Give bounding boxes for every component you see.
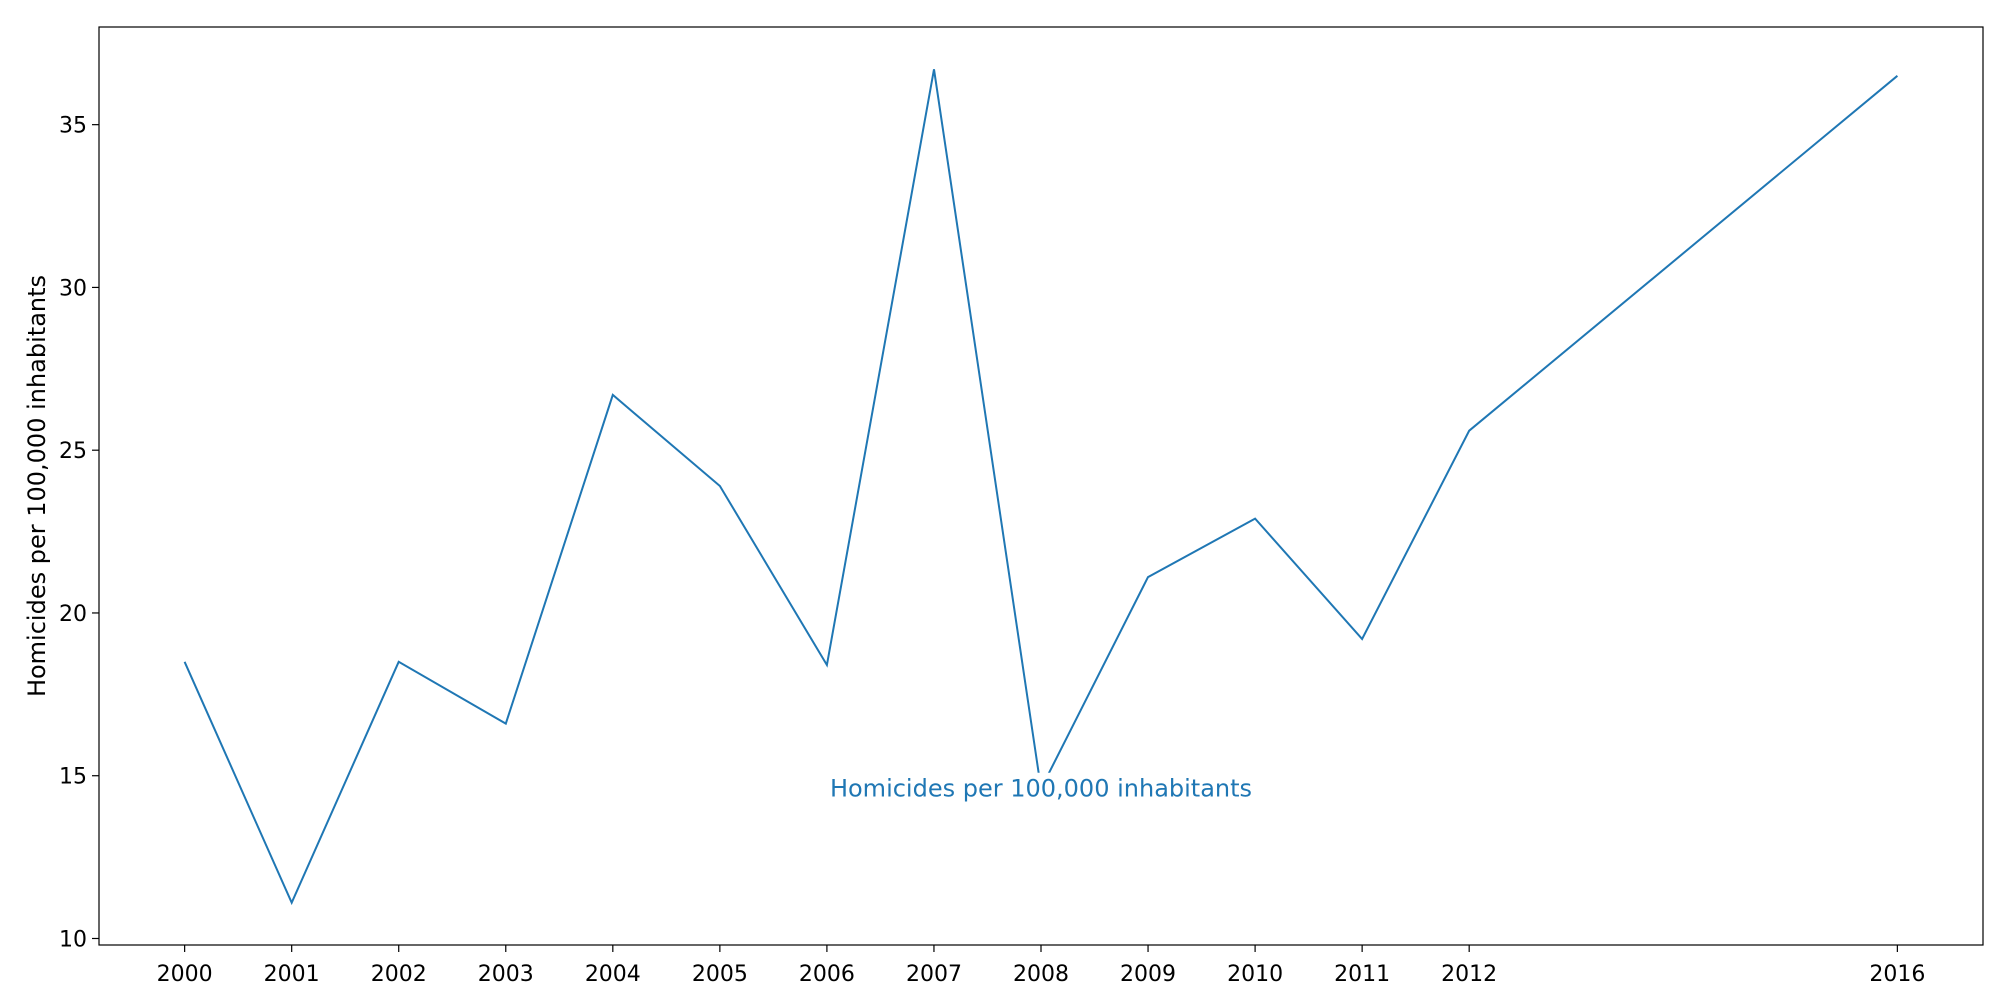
- annotation-label: Homicides per 100,000 inhabitants: [830, 775, 1252, 803]
- data-point: [824, 662, 830, 668]
- x-axis: 2000 2001 2002 2003 2004 2005 2006 2007 2008 2009…: [157, 945, 1925, 987]
- x-tick-label: 2008: [1013, 962, 1069, 987]
- data-point: [1466, 428, 1472, 434]
- y-tick-label: 15: [59, 765, 87, 790]
- x-tick-label: 2000: [157, 962, 213, 987]
- y-tick-label: 25: [59, 439, 87, 464]
- data-point: [931, 66, 937, 72]
- data-point: [1359, 636, 1365, 642]
- series-line: [183, 69, 1899, 906]
- y-axis: 10 15 20 25 30 35: [59, 114, 99, 952]
- x-tick-label: 2016: [1869, 962, 1925, 987]
- x-tick-label: 2002: [371, 962, 427, 987]
- x-tick-label: 2003: [478, 962, 534, 987]
- data-point: [289, 900, 295, 906]
- x-tick-label: 2001: [264, 962, 320, 987]
- x-tick-label: 2006: [799, 962, 855, 987]
- x-tick-label: 2004: [585, 962, 641, 987]
- x-tick-label: 2010: [1227, 962, 1283, 987]
- data-point: [717, 483, 723, 489]
- series-layer: [182, 66, 1900, 906]
- data-point: [1894, 73, 1900, 79]
- y-tick-label: 30: [59, 276, 87, 301]
- x-tick-label: 2005: [692, 962, 748, 987]
- data-point: [396, 659, 402, 665]
- y-tick-label: 20: [59, 602, 87, 627]
- x-tick-label: 2009: [1120, 962, 1176, 987]
- data-point: [610, 392, 616, 398]
- annotation-layer: Homicides per 100,000 inhabitants: [825, 772, 1257, 805]
- y-tick-label: 10: [59, 927, 87, 952]
- data-point: [182, 659, 188, 665]
- data-point: [503, 721, 509, 727]
- y-axis-label: Homicides per 100,000 inhabitants: [23, 275, 51, 697]
- x-tick-label: 2011: [1334, 962, 1390, 987]
- data-point: [1145, 574, 1151, 580]
- x-tick-label: 2007: [906, 962, 962, 987]
- x-tick-label: 2012: [1441, 962, 1497, 987]
- data-point: [1252, 516, 1258, 522]
- annotation-background: [825, 772, 1257, 805]
- y-tick-label: 35: [59, 114, 87, 139]
